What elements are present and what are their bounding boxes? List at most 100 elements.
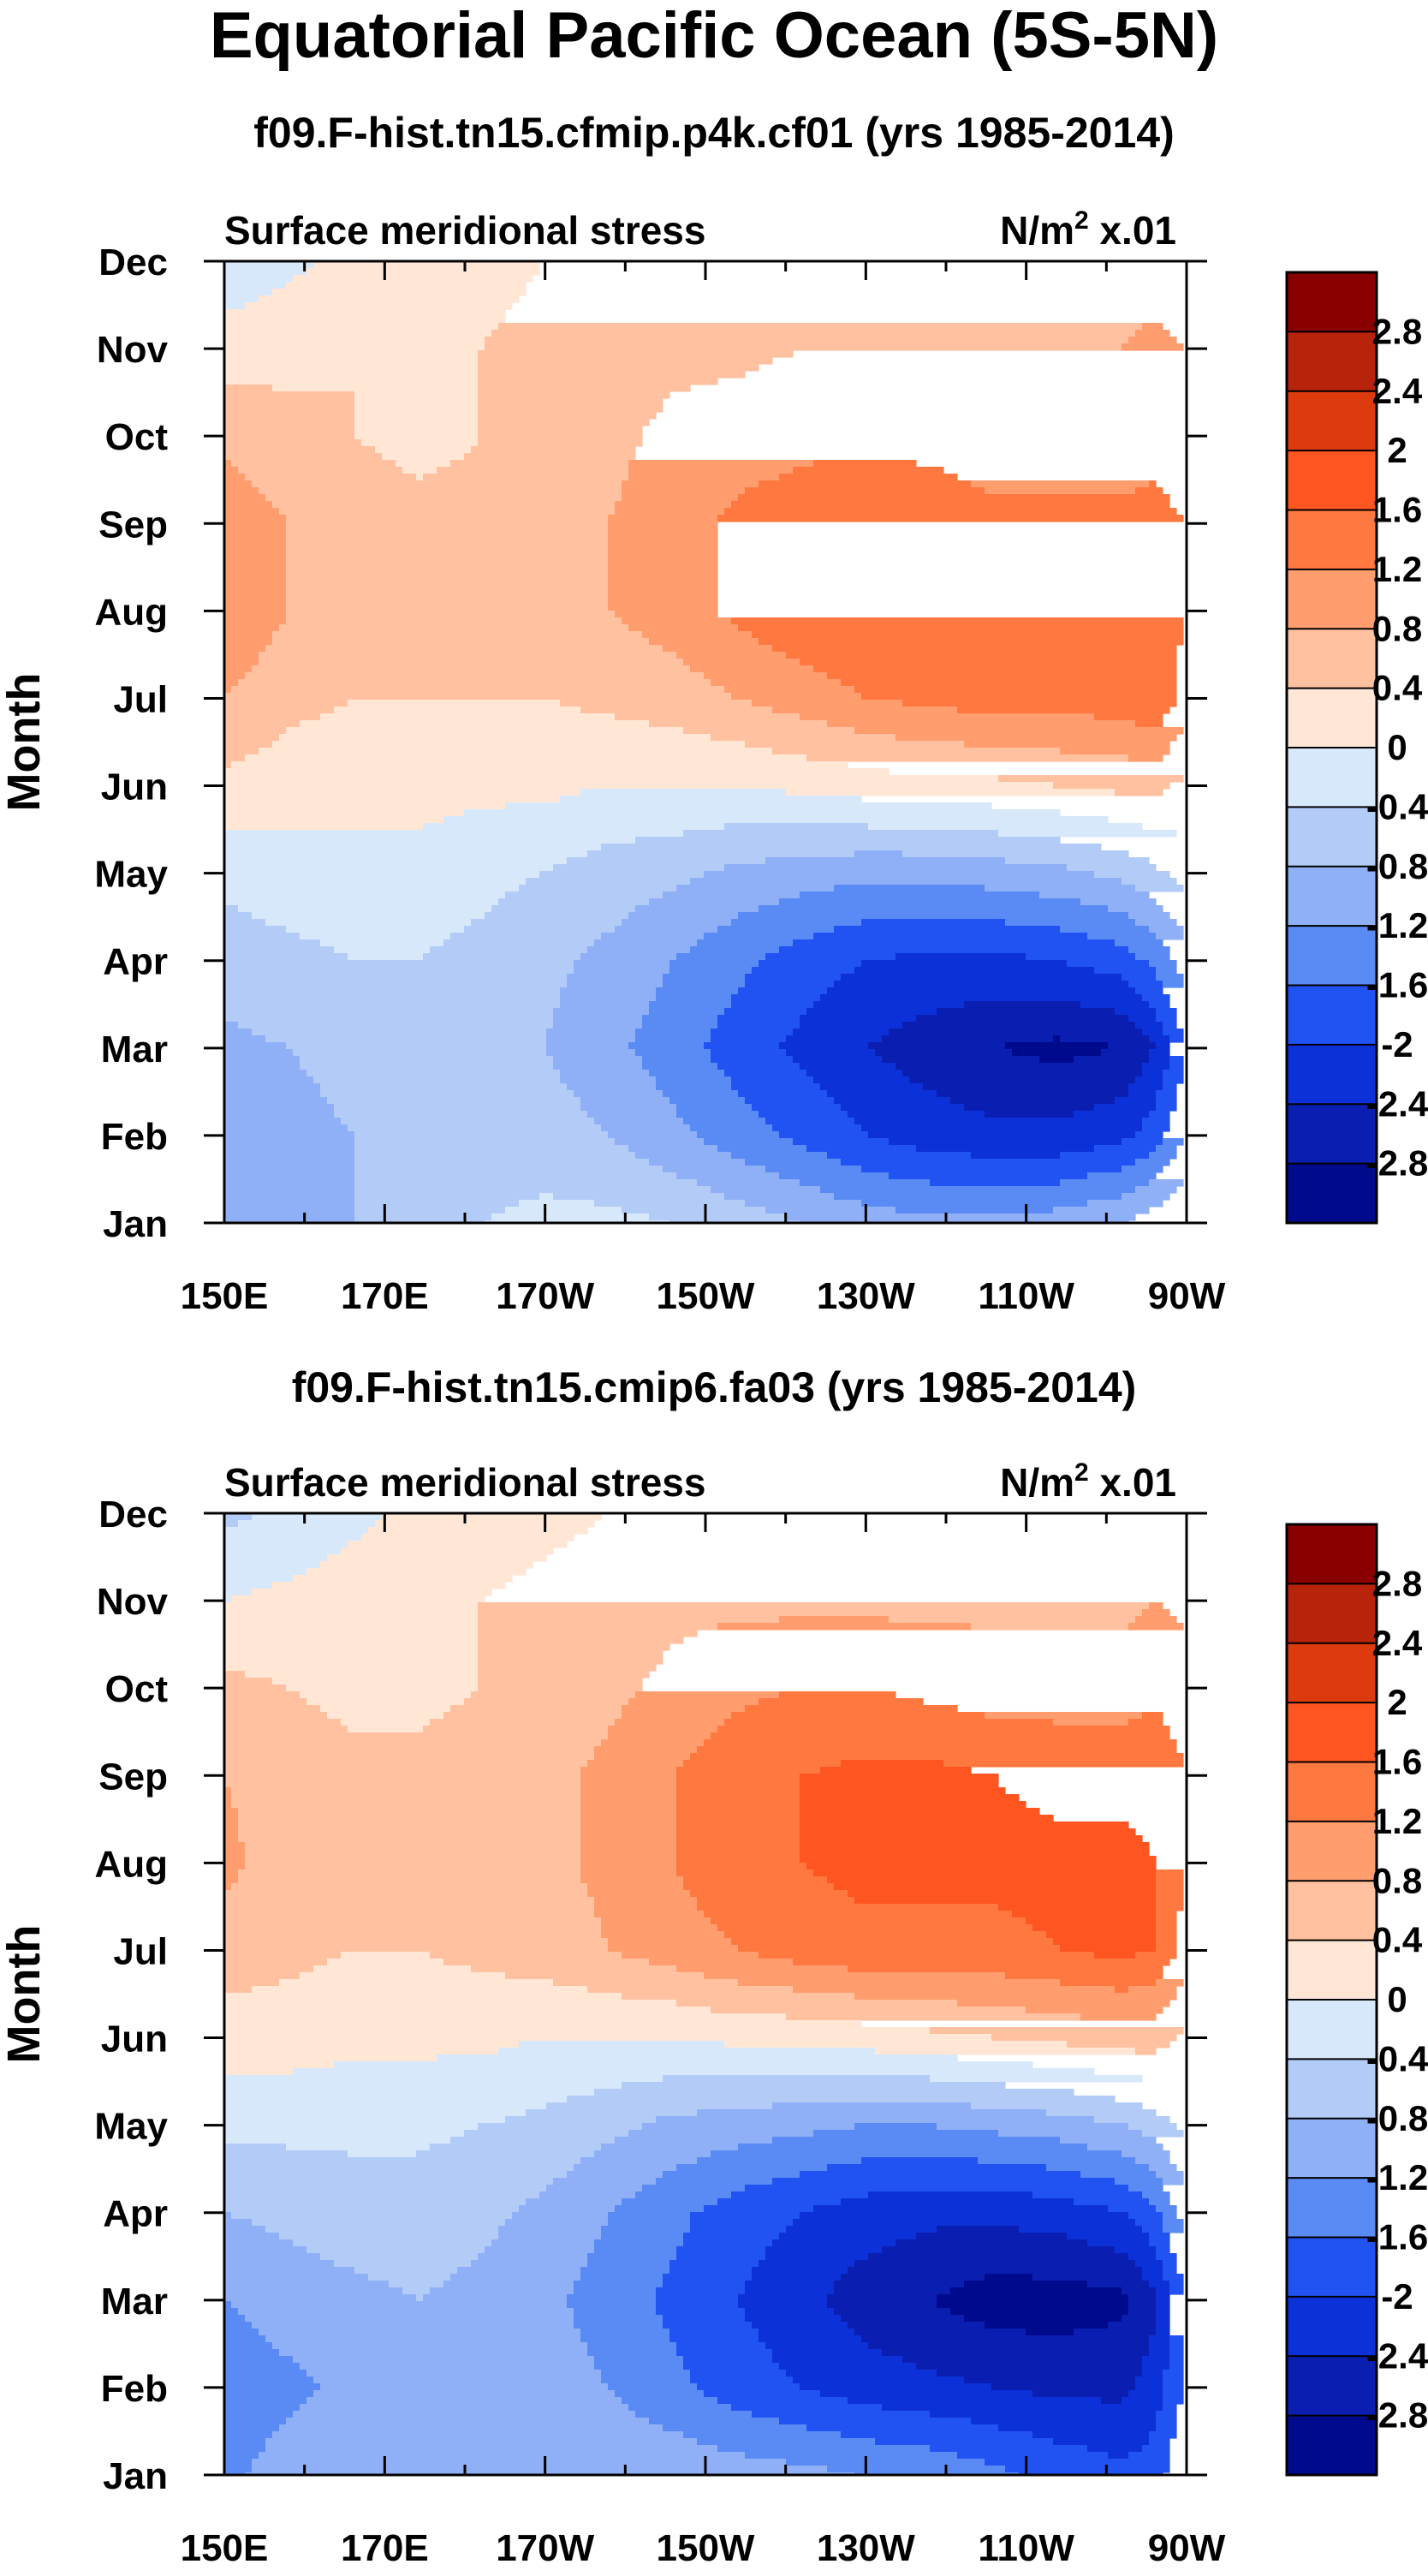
contour-cell	[286, 569, 609, 577]
contour-cell	[238, 1815, 581, 1822]
contour-cell	[580, 1774, 677, 1781]
contour-cell	[224, 2144, 287, 2151]
contour-cell	[1169, 2342, 1184, 2350]
contour-cell	[827, 987, 1136, 995]
contour-cell	[697, 2438, 876, 2446]
contour-cell	[320, 1561, 533, 1569]
contour-cell	[224, 775, 999, 783]
contour-cell	[1115, 1097, 1157, 1105]
colorbar-box	[1286, 984, 1377, 1046]
contour-cell	[505, 2116, 657, 2124]
contour-cell	[820, 2390, 1033, 2398]
y-tick-label: May	[94, 2106, 168, 2148]
contour-cell	[1156, 1904, 1184, 1911]
contour-cell	[224, 837, 636, 844]
contour-cell	[450, 2137, 616, 2144]
contour-cell	[402, 467, 437, 474]
contour-cell	[1142, 2130, 1184, 2138]
contour-cell	[765, 2253, 869, 2261]
contour-cell	[930, 2027, 1184, 2035]
contour-cell	[1142, 1712, 1163, 1720]
contour-cell	[348, 1726, 424, 1733]
contour-cell	[224, 1008, 554, 1016]
contour-cell	[711, 1917, 1026, 1925]
contour-cell	[224, 1876, 239, 1884]
colorbar-box	[1286, 2295, 1377, 2358]
colorbar-label: -1.2	[1366, 905, 1428, 945]
contour-cell	[1108, 2322, 1157, 2329]
contour-cell	[224, 1186, 355, 1194]
contour-cell	[854, 1993, 1177, 2001]
contour-cell	[334, 946, 431, 954]
contour-cell	[245, 302, 513, 310]
contour-cell	[704, 1972, 1006, 1980]
contour-cell	[1156, 1911, 1177, 1918]
contour-cell	[608, 2219, 691, 2227]
y-tick-label: Sep	[98, 1756, 168, 1798]
contour-cell	[1156, 2205, 1177, 2213]
contour-cell	[224, 2178, 554, 2185]
contour-cell	[793, 1138, 890, 1146]
contour-cell	[224, 946, 335, 954]
contour-cell	[279, 508, 616, 516]
contour-cell	[1032, 1924, 1157, 1932]
contour-cell	[224, 542, 287, 550]
colorbar-label: 1.2	[1372, 1801, 1422, 1841]
colorbar-box	[1286, 450, 1377, 511]
colorbar-box	[1286, 1043, 1377, 1106]
contour-cell	[224, 2041, 520, 2048]
colorbar-box	[1286, 628, 1377, 690]
contour-cell	[224, 2294, 417, 2302]
contour-cell	[580, 1856, 677, 1863]
contour-cell	[717, 1726, 1170, 1733]
contour-cell	[224, 2281, 390, 2288]
contour-cell	[1142, 2445, 1170, 2453]
contour-cell	[224, 268, 307, 276]
contour-cell	[1149, 2349, 1170, 2357]
contour-cell	[498, 323, 1143, 331]
colorbar-label: 2.8	[1372, 311, 1422, 351]
contour-cell	[553, 1193, 725, 1201]
contour-cell	[224, 1166, 355, 1173]
contour-cell	[663, 2171, 800, 2179]
contour-cell	[224, 2157, 581, 2165]
contour-cell	[567, 2301, 657, 2309]
contour-cell	[594, 1118, 684, 1125]
contour-cell	[690, 2376, 794, 2384]
contour-cell	[224, 659, 259, 666]
contour-cell	[902, 2356, 1143, 2364]
contour-cell	[224, 2233, 280, 2240]
contour-cell	[313, 261, 540, 269]
contour-cell	[909, 1076, 1136, 1084]
contour-cell	[478, 391, 670, 399]
contour-cell	[697, 1897, 855, 1905]
contour-cell	[676, 1787, 800, 1795]
contour-cell	[971, 1623, 1129, 1631]
contour-cell	[224, 1118, 342, 1125]
colorbar-box	[1286, 1761, 1377, 1823]
contour-cell	[1149, 2431, 1177, 2439]
contour-cell	[669, 2329, 759, 2336]
contour-cell	[656, 994, 732, 1002]
contour-cell	[690, 2226, 787, 2233]
colorbar-box	[1286, 2177, 1377, 2239]
contour-cell	[238, 1822, 581, 1829]
contour-cell	[224, 1691, 300, 1699]
contour-cell	[950, 2308, 1129, 2316]
contour-cell	[1156, 2287, 1170, 2295]
contour-cell	[827, 2466, 1006, 2473]
contour-cell	[793, 2376, 965, 2384]
contour-cell	[224, 2315, 246, 2323]
contour-cell	[1156, 2329, 1170, 2336]
contour-cell	[224, 261, 314, 269]
contour-cell	[1149, 2281, 1170, 2288]
contour-cell	[772, 2356, 903, 2364]
contour-cell	[224, 823, 424, 831]
contour-cell	[1074, 1111, 1150, 1118]
contour-cell	[279, 2349, 588, 2357]
contour-cell	[368, 2274, 451, 2281]
contour-cell	[608, 2212, 691, 2220]
contour-cell	[587, 2342, 677, 2350]
contour-cell	[478, 1671, 650, 1679]
contour-cell	[779, 1172, 890, 1180]
